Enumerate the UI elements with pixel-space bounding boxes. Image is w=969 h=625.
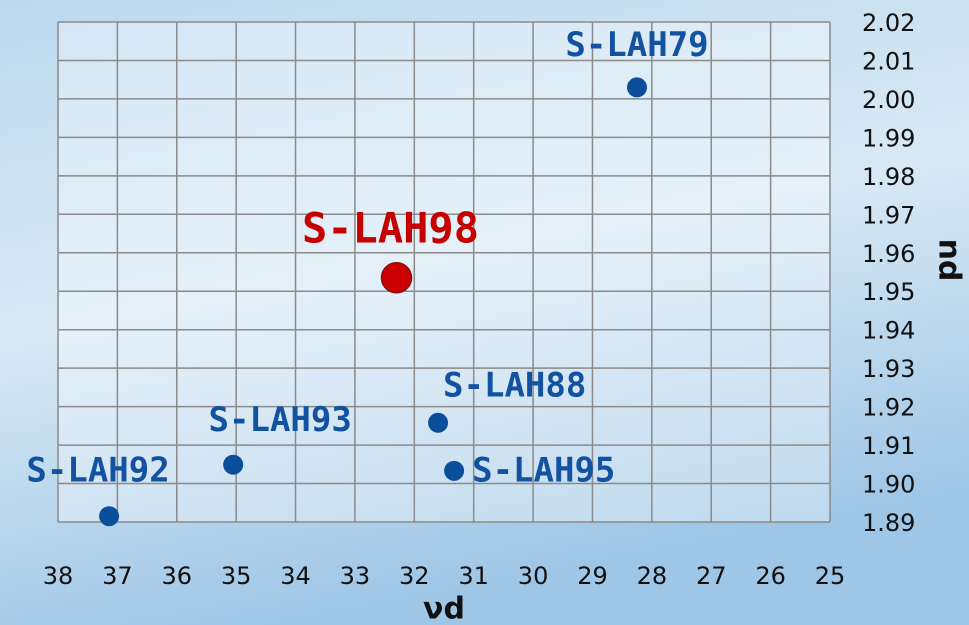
- x-tick-label: 36: [161, 562, 192, 590]
- point-label: S-LAH92: [26, 451, 169, 491]
- y-tick-label: 1.91: [862, 432, 915, 460]
- x-tick-label: 37: [102, 562, 133, 590]
- y-tick-label: 1.95: [862, 278, 915, 306]
- y-tick-label: 2.01: [862, 47, 915, 75]
- x-tick-label: 34: [280, 562, 311, 590]
- x-tick-label: 30: [518, 562, 549, 590]
- y-tick-label: 1.99: [862, 124, 915, 152]
- x-tick-label: 27: [696, 562, 727, 590]
- x-tick-label: 38: [43, 562, 74, 590]
- data-point: [444, 461, 464, 481]
- y-tick-label: 1.90: [862, 471, 915, 499]
- point-label: S-LAH95: [472, 450, 615, 490]
- x-tick-label: 35: [221, 562, 252, 590]
- y-axis-label: nd: [932, 239, 967, 282]
- point-label: S-LAH98: [302, 203, 479, 252]
- x-tick-label: 26: [755, 562, 786, 590]
- data-point: [99, 506, 119, 526]
- data-point: [428, 413, 448, 433]
- y-tick-label: 1.96: [862, 240, 915, 268]
- x-tick-label: 31: [458, 562, 489, 590]
- data-point: [223, 455, 243, 475]
- y-tick-label: 1.97: [862, 201, 915, 229]
- y-tick-label: 1.94: [862, 317, 915, 345]
- x-tick-label: 29: [577, 562, 608, 590]
- data-point: [381, 263, 411, 293]
- x-tick-label: 32: [399, 562, 430, 590]
- x-tick-label: 25: [815, 562, 846, 590]
- y-tick-label: 1.93: [862, 355, 915, 383]
- y-tick-label: 1.89: [862, 509, 915, 537]
- point-label: S-LAH88: [443, 365, 586, 405]
- chart: νd nd 38 37 36 35 34 33 32 31 30 29 28 27 26 25 1.89 1.…: [0, 0, 969, 625]
- plot-area: [58, 22, 830, 522]
- y-tick-label: 1.98: [862, 163, 915, 191]
- x-tick-label: 33: [340, 562, 371, 590]
- y-tick-label: 2.02: [862, 9, 915, 37]
- data-point: [627, 77, 647, 97]
- x-tick-label: 28: [637, 562, 668, 590]
- x-axis-label: νd: [423, 592, 465, 625]
- point-label: S-LAH79: [565, 25, 708, 65]
- point-label: S-LAH93: [209, 400, 352, 440]
- y-tick-label: 1.92: [862, 394, 915, 422]
- y-tick-label: 2.00: [862, 86, 915, 114]
